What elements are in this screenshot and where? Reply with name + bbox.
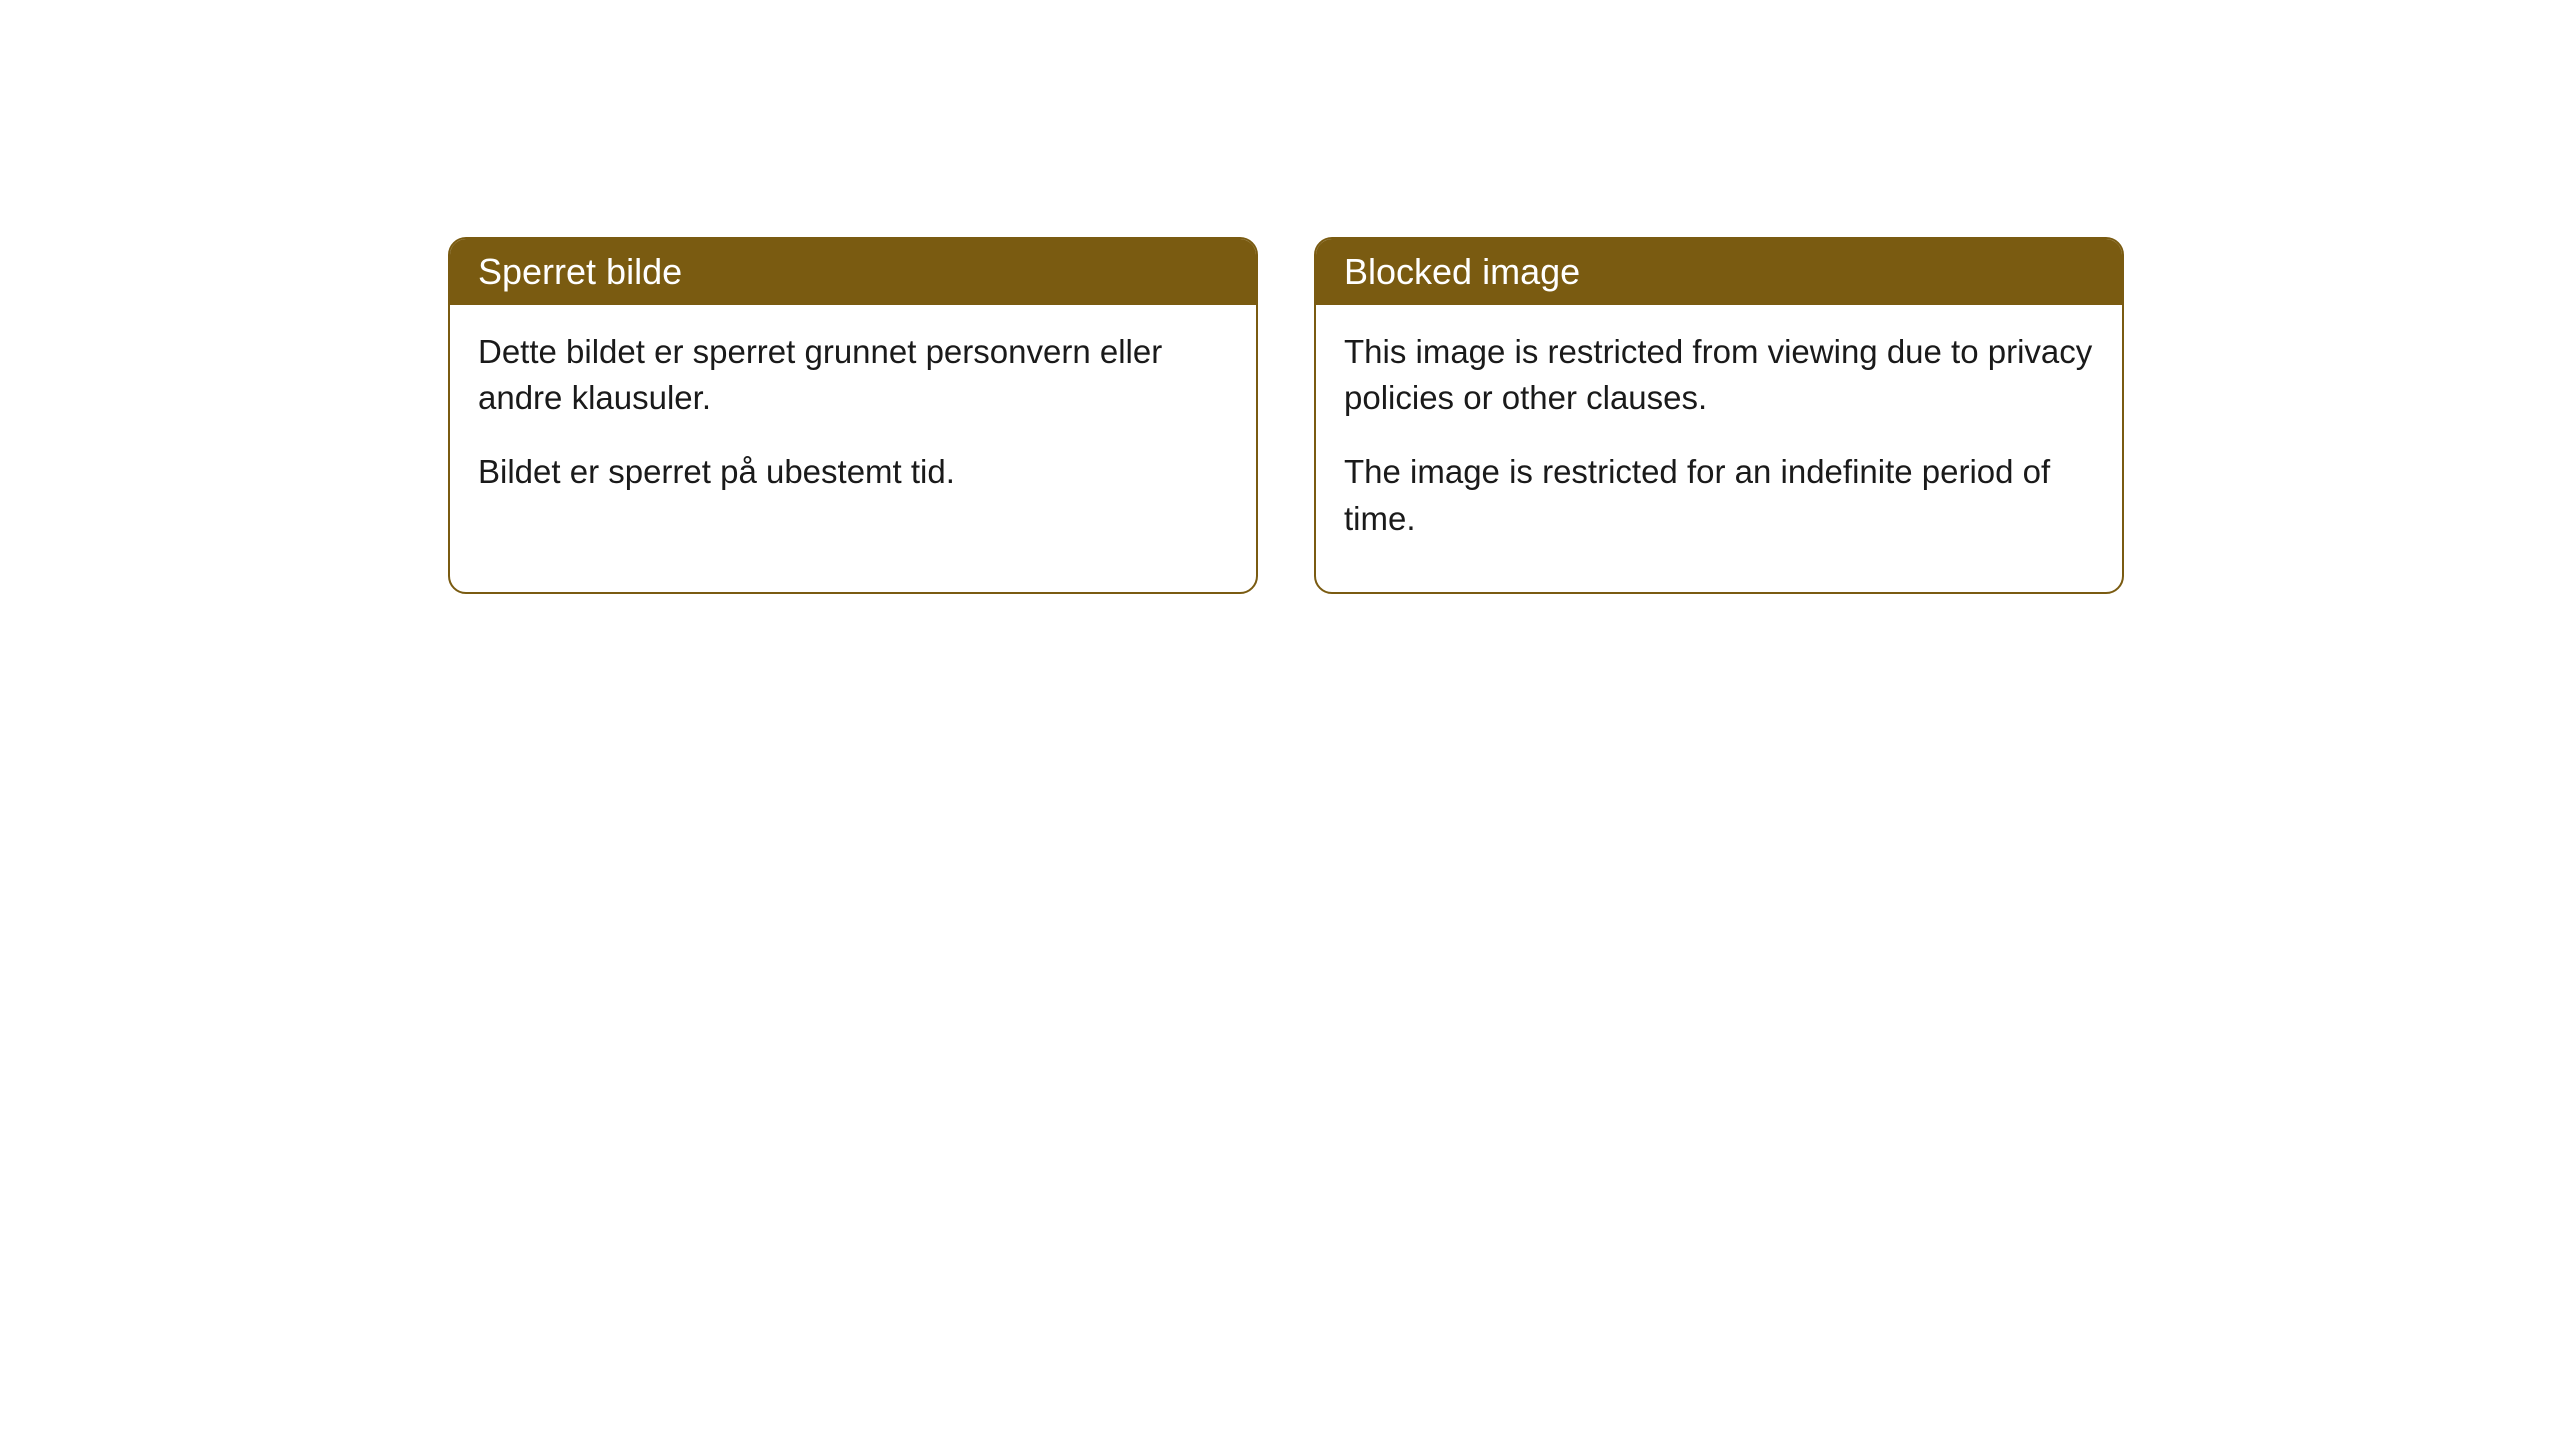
notice-cards-container: Sperret bilde Dette bildet er sperret gr…: [448, 237, 2124, 594]
card-body-english: This image is restricted from viewing du…: [1316, 305, 2122, 592]
card-text-english-line1: This image is restricted from viewing du…: [1344, 329, 2094, 421]
card-text-norwegian-line2: Bildet er sperret på ubestemt tid.: [478, 449, 1228, 495]
notice-card-english: Blocked image This image is restricted f…: [1314, 237, 2124, 594]
card-header-english: Blocked image: [1316, 239, 2122, 305]
card-text-norwegian-line1: Dette bildet er sperret grunnet personve…: [478, 329, 1228, 421]
notice-card-norwegian: Sperret bilde Dette bildet er sperret gr…: [448, 237, 1258, 594]
card-header-norwegian: Sperret bilde: [450, 239, 1256, 305]
card-text-english-line2: The image is restricted for an indefinit…: [1344, 449, 2094, 541]
card-body-norwegian: Dette bildet er sperret grunnet personve…: [450, 305, 1256, 546]
